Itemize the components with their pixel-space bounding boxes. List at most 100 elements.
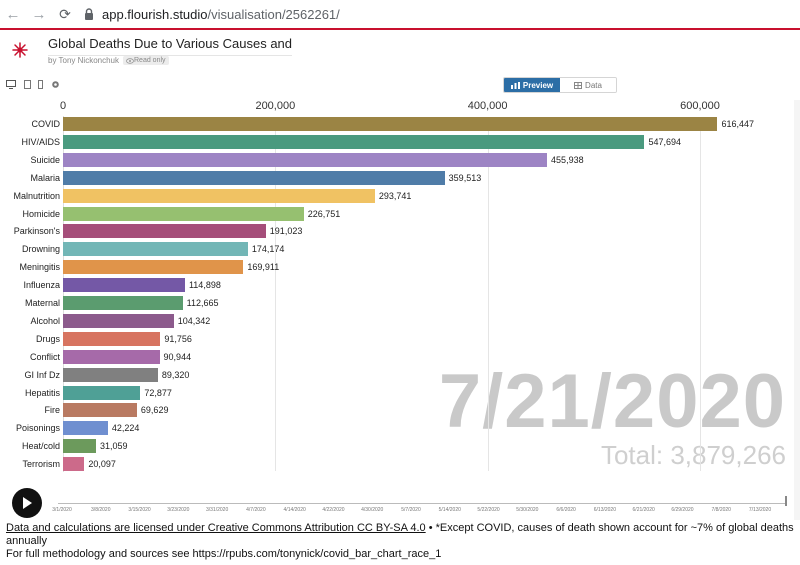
bar-category-label: COVID: [31, 119, 60, 129]
tab-data-label: Data: [585, 80, 602, 90]
bar[interactable]: [63, 242, 248, 257]
bar[interactable]: [63, 403, 137, 418]
bar-value-label: 104,342: [177, 315, 211, 326]
footer-note: • *Except COVID, causes of death shown a…: [6, 522, 794, 547]
timeline-slider[interactable]: [58, 503, 786, 504]
bar[interactable]: [63, 117, 718, 131]
timeline-tick-label: 6/29/2020: [671, 507, 694, 513]
bar-category-label: Alcohol: [30, 315, 60, 326]
app-header: Global Deaths Due to Various Causes and …: [0, 32, 800, 74]
bar[interactable]: [63, 260, 244, 275]
bar-category-label: Malnutrition: [13, 190, 60, 201]
timeline-tick-label: 7/13/2020: [748, 507, 772, 513]
bar-value-label: 169,911: [247, 262, 280, 273]
bar-value-label: 174,174: [251, 244, 285, 255]
reload-icon[interactable]: ⟳: [59, 5, 71, 22]
bar-category-label: Conflict: [29, 351, 60, 362]
timeline-handle[interactable]: [785, 496, 787, 506]
bar[interactable]: [63, 224, 266, 239]
bar-category-label: Meningitis: [19, 262, 60, 273]
visualisation-title-input[interactable]: Global Deaths Due to Various Causes and …: [48, 36, 292, 56]
bar[interactable]: [63, 331, 161, 346]
bar[interactable]: [63, 134, 645, 149]
readonly-badge: Read only: [123, 56, 169, 65]
bar-category-label: Parkinson's: [13, 226, 60, 237]
total-label: Total: 3,879,266: [600, 440, 786, 470]
bar-value-label: 42,224: [111, 423, 140, 434]
bar-value-label: 616,447: [721, 119, 754, 129]
bar[interactable]: [63, 170, 445, 185]
bar-value-label: 293,741: [378, 190, 412, 201]
tab-data[interactable]: Data: [560, 78, 616, 92]
bar-category-label: Malaria: [30, 172, 60, 183]
x-tick-label: 400,000: [467, 100, 508, 112]
timeline-tick-label: 3/1/2020: [52, 507, 72, 513]
bar-category-label: Homicide: [22, 208, 60, 219]
bar-value-label: 359,513: [448, 172, 482, 183]
bar[interactable]: [63, 278, 185, 293]
timeline-tick-label: 6/13/2020: [593, 507, 616, 513]
bar[interactable]: [63, 206, 304, 221]
x-tick-label: 0: [59, 100, 67, 112]
bar[interactable]: [63, 152, 548, 167]
bar[interactable]: [63, 367, 158, 382]
timeline-tick-label: 3/8/2020: [91, 507, 111, 513]
gridline: [275, 118, 277, 471]
back-icon[interactable]: ←: [5, 5, 21, 23]
bar-chart-race: 7/21/2020 Total: 3,879,266 0 200,000 400,0…: [0, 96, 800, 516]
timeline-tick-label: 6/21/2020: [632, 507, 655, 513]
url-host: app.flourish.studio: [102, 6, 208, 22]
forward-icon[interactable]: →: [31, 5, 47, 23]
bar[interactable]: [63, 385, 141, 400]
bar[interactable]: [63, 439, 96, 454]
x-tick-label: 200,000: [255, 100, 296, 112]
mobile-view-icon[interactable]: [38, 80, 43, 89]
license-link[interactable]: Data and calculations are licensed under…: [6, 522, 426, 534]
play-button[interactable]: [12, 488, 42, 518]
bar-value-label: 226,751: [307, 208, 341, 219]
bar-category-label: Fire: [44, 405, 61, 416]
x-tick-label: 600,000: [680, 100, 720, 112]
address-bar[interactable]: app.flourish.studio/visualisation/256226…: [82, 7, 340, 22]
bar-category-label: GI Inf Dz: [24, 369, 60, 380]
bar-category-label: Terrorism: [22, 459, 61, 470]
bar-value-label: 91,756: [164, 333, 192, 344]
y-axis-line: [63, 116, 64, 472]
timeline-tick-label: 4/22/2020: [322, 507, 345, 513]
url-path: /visualisation/2562261/: [207, 6, 340, 22]
bar[interactable]: [63, 296, 183, 310]
lock-icon: [85, 8, 93, 20]
tab-preview-label: Preview: [522, 80, 554, 90]
bar-category-label: Hepatitis: [24, 387, 60, 398]
timeline-tick-label: 3/31/2020: [205, 507, 229, 513]
bar-category-label: HIV/AIDS: [21, 136, 60, 147]
timeline-tick-label: 3/15/2020: [128, 507, 151, 513]
tab-preview[interactable]: Preview: [504, 78, 560, 92]
bar-category-label: Maternal: [24, 298, 60, 308]
readonly-label: Read only: [134, 57, 166, 64]
bar[interactable]: [63, 421, 108, 436]
timeline-tick-label: 5/14/2020: [438, 507, 461, 513]
bar-value-label: 191,023: [269, 226, 303, 237]
browser-toolbar: ← → ⟳ app.flourish.studio/visualisation/…: [0, 0, 800, 30]
gridline: [487, 118, 489, 471]
settings-gear-icon[interactable]: [51, 80, 60, 89]
bar-category-label: Drugs: [35, 333, 60, 344]
scrollbar[interactable]: [794, 100, 800, 520]
tablet-view-icon[interactable]: [24, 80, 31, 89]
bar[interactable]: [63, 457, 85, 472]
desktop-view-icon[interactable]: [6, 80, 16, 89]
bar[interactable]: [63, 349, 160, 364]
bar[interactable]: [63, 188, 375, 203]
timeline-tick-label: 5/22/2020: [477, 507, 500, 513]
bar-value-label: 31,059: [99, 441, 128, 452]
methodology-text: For full methodology and sources see htt…: [6, 548, 442, 560]
play-icon: [23, 497, 32, 509]
eye-icon: [126, 57, 134, 64]
bar-value-label: 547,694: [648, 136, 681, 147]
author-name: by Tony Nickonchuk: [48, 56, 119, 65]
byline: by Tony Nickonchuk Read only: [48, 56, 169, 65]
bar-value-label: 20,097: [88, 459, 116, 470]
bar[interactable]: [63, 313, 174, 328]
view-toggle: Preview Data: [503, 77, 617, 93]
